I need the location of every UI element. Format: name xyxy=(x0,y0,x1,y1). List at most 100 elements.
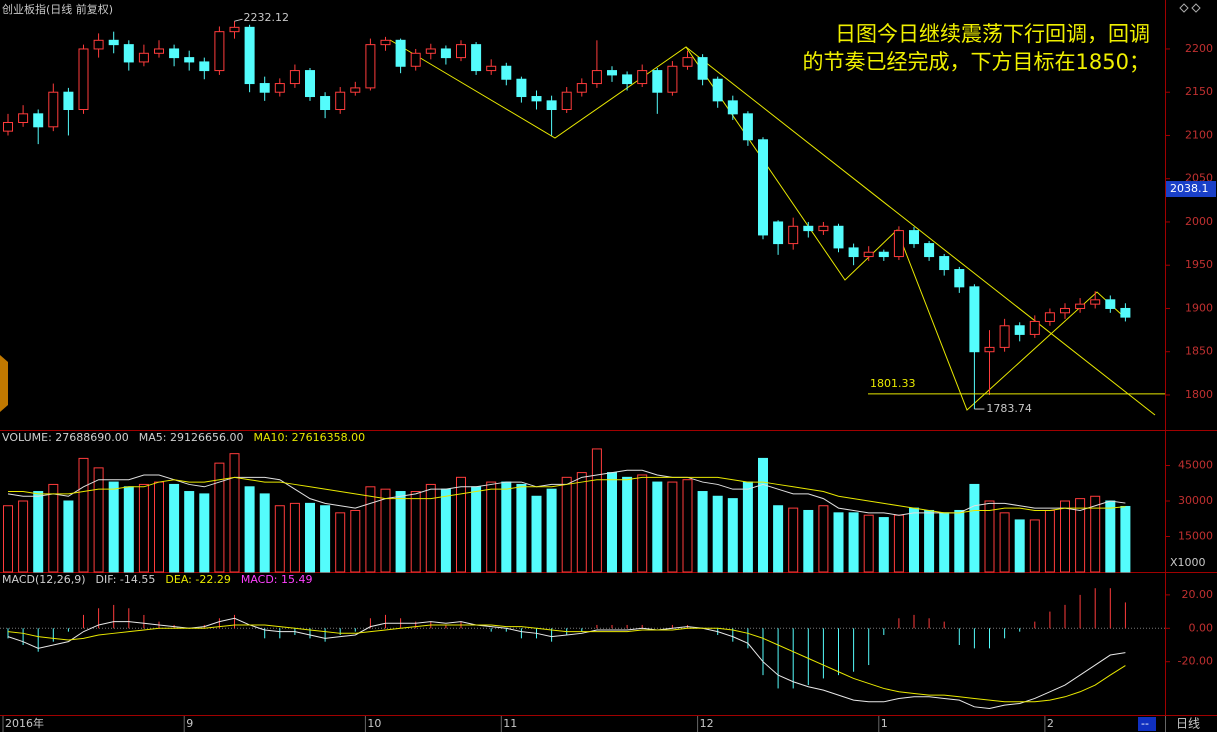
volume-bar xyxy=(305,502,315,573)
candle-body xyxy=(697,57,708,80)
candle-body xyxy=(78,48,89,111)
volume-bar xyxy=(93,467,104,573)
last-price-label: 2038.1 xyxy=(1170,182,1209,195)
volume-bar xyxy=(878,517,889,573)
volume-bar xyxy=(939,512,950,573)
volume-bar xyxy=(909,507,919,573)
volume-bar xyxy=(531,495,542,573)
candle-body xyxy=(1029,320,1040,335)
volume-bar xyxy=(773,505,784,573)
volume-bar xyxy=(697,491,708,573)
y-tick-label: 2000 xyxy=(1185,215,1213,228)
candle-body xyxy=(138,52,149,63)
candle-body xyxy=(607,70,617,76)
candle-body xyxy=(1044,312,1055,322)
volume-bar xyxy=(893,514,904,573)
volume-bar xyxy=(335,512,346,573)
volume-bar xyxy=(320,505,331,573)
volume-bar xyxy=(214,462,225,573)
volume-bar xyxy=(199,493,210,573)
candle-body xyxy=(516,78,527,98)
candle-body xyxy=(622,74,633,85)
volume-bar xyxy=(18,500,29,573)
y-tick-label: 30000 xyxy=(1178,494,1213,507)
volume-bar xyxy=(742,481,753,573)
volume-bar xyxy=(169,483,180,573)
volume-bar xyxy=(591,448,602,573)
candle-body xyxy=(878,251,889,258)
candle-body xyxy=(999,325,1010,348)
indicator-line xyxy=(7,617,1126,709)
candle-body xyxy=(742,113,753,141)
icon[interactable] xyxy=(1191,3,1201,13)
candle-body xyxy=(788,225,799,245)
period-label[interactable]: 日线 xyxy=(1176,717,1200,731)
candle-body xyxy=(924,243,935,258)
candle-body xyxy=(1060,307,1070,314)
candle-body xyxy=(440,48,451,59)
trend-line xyxy=(685,46,1156,416)
volume-bar xyxy=(259,493,270,573)
candle-body xyxy=(758,139,768,236)
candle-body xyxy=(667,65,678,93)
candle-body xyxy=(486,65,497,72)
x-tick-label: 2 xyxy=(1047,717,1054,730)
last-price-box xyxy=(1166,181,1216,198)
icon[interactable] xyxy=(1179,3,1189,13)
candle-body xyxy=(1105,299,1116,309)
candle-body xyxy=(893,230,904,258)
candle-body xyxy=(289,70,300,85)
volume-bar xyxy=(984,500,995,573)
volume-bar xyxy=(622,476,633,573)
candle-body xyxy=(909,230,919,245)
volume-bar xyxy=(440,488,451,573)
extreme-leader xyxy=(234,18,243,22)
candle-body xyxy=(320,96,331,111)
volume-bar xyxy=(1090,495,1101,573)
annotation: 日图今日继续震荡下行回调，回调 xyxy=(835,22,1150,46)
candle-body xyxy=(3,121,13,132)
y-tick-label: 20.00 xyxy=(1182,588,1214,601)
y-tick-label: 0.00 xyxy=(1189,621,1214,634)
unit-label: X1000 xyxy=(1170,556,1206,569)
x-tick-label: 2016年 xyxy=(5,716,44,730)
volume-bar xyxy=(682,479,693,573)
candle-body xyxy=(169,48,180,59)
volume-bar xyxy=(184,491,195,573)
volume-bar xyxy=(561,476,572,573)
panel-header: MA10: 27616358.00 xyxy=(253,431,365,444)
candle-body xyxy=(93,39,104,50)
candle-body xyxy=(848,247,859,258)
candle-body xyxy=(199,61,210,72)
indicator-line xyxy=(7,624,1126,703)
volume-bar xyxy=(1075,498,1086,573)
y-tick-label: 1900 xyxy=(1185,301,1213,314)
volume-bar xyxy=(576,472,587,573)
candle-body xyxy=(803,225,814,232)
volume-bar xyxy=(818,505,829,573)
x-tick-label: 9 xyxy=(186,717,193,730)
candle-body xyxy=(969,286,980,353)
volume-bar xyxy=(108,481,119,573)
candle-body xyxy=(984,346,995,353)
volume-bar xyxy=(833,512,844,573)
candle-body xyxy=(1090,299,1101,305)
volume-bar xyxy=(33,491,44,573)
volume-bar xyxy=(274,505,285,573)
volume-bar xyxy=(380,488,391,573)
x-tick-label: 1 xyxy=(881,717,888,730)
marker-text: -- xyxy=(1141,717,1149,730)
marker-box[interactable] xyxy=(1138,717,1156,731)
volume-bar xyxy=(667,481,678,573)
volume-bar xyxy=(1105,500,1116,573)
volume-bar xyxy=(486,481,497,573)
volume-bar xyxy=(425,483,436,573)
candle-body xyxy=(773,221,784,245)
candle-body xyxy=(501,65,512,80)
y-tick-label: 45000 xyxy=(1178,459,1213,472)
side-tab[interactable] xyxy=(0,355,8,412)
candle-body xyxy=(184,57,195,63)
candle-body xyxy=(350,87,361,93)
